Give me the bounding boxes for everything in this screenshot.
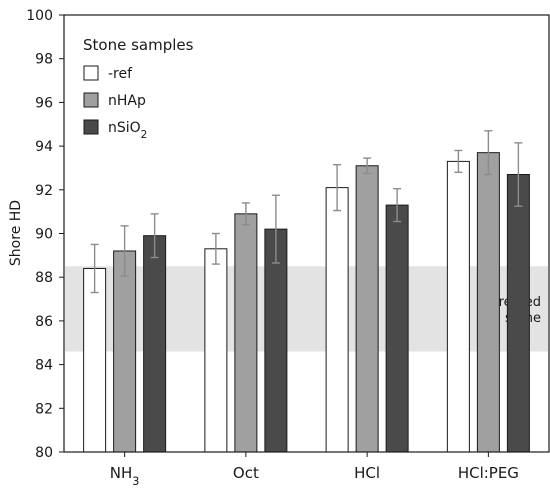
x-tick-label: NH3 (110, 464, 140, 488)
y-tick-label: 98 (35, 52, 53, 68)
bars-layer (83, 152, 530, 453)
bar (506, 174, 530, 453)
y-tick-label: 92 (35, 183, 53, 199)
bar (83, 267, 107, 453)
bar (204, 248, 228, 453)
y-tick-label: 88 (35, 270, 53, 286)
reference-band (65, 266, 548, 352)
y-axis-title: Shore HD (8, 200, 24, 266)
legend-swatch (83, 119, 99, 135)
x-tick-label: HCl (354, 464, 380, 482)
bar (325, 187, 349, 453)
bar (385, 204, 409, 453)
legend: Stone samples -ref nHAp nSiO2 (83, 36, 194, 141)
y-tick-label: 82 (35, 401, 53, 417)
legend-swatch (83, 92, 99, 108)
y-tick-label: 100 (26, 8, 53, 24)
legend-swatch (83, 65, 99, 81)
bar (113, 250, 137, 453)
legend-title: Stone samples (83, 36, 194, 54)
y-tick-label: 84 (35, 358, 53, 374)
plot-frame (63, 14, 550, 453)
bar (476, 152, 500, 453)
bar (446, 160, 470, 453)
legend-label: nHAp (108, 93, 146, 109)
error-bars-layer (90, 130, 523, 294)
axes-layer: 80 82 84 86 88 90 92 94 96 98 100 NH3 Oct HCl HCl:PEG (26, 8, 550, 488)
y-tick-label: 80 (35, 445, 53, 461)
y-tick-label: 96 (35, 95, 53, 111)
legend-label: -ref (108, 66, 133, 82)
reference-band-layer: untreatedstone (65, 266, 548, 352)
y-tick-label: 90 (35, 227, 53, 243)
y-tick-label: 94 (35, 139, 53, 155)
bar (143, 235, 167, 453)
bar (234, 213, 258, 453)
x-tick-label: Oct (233, 464, 259, 482)
legend-label: nSiO2 (108, 120, 147, 141)
x-tick-label: HCl:PEG (458, 464, 519, 482)
y-tick-label: 86 (35, 314, 53, 330)
bar (355, 165, 379, 453)
